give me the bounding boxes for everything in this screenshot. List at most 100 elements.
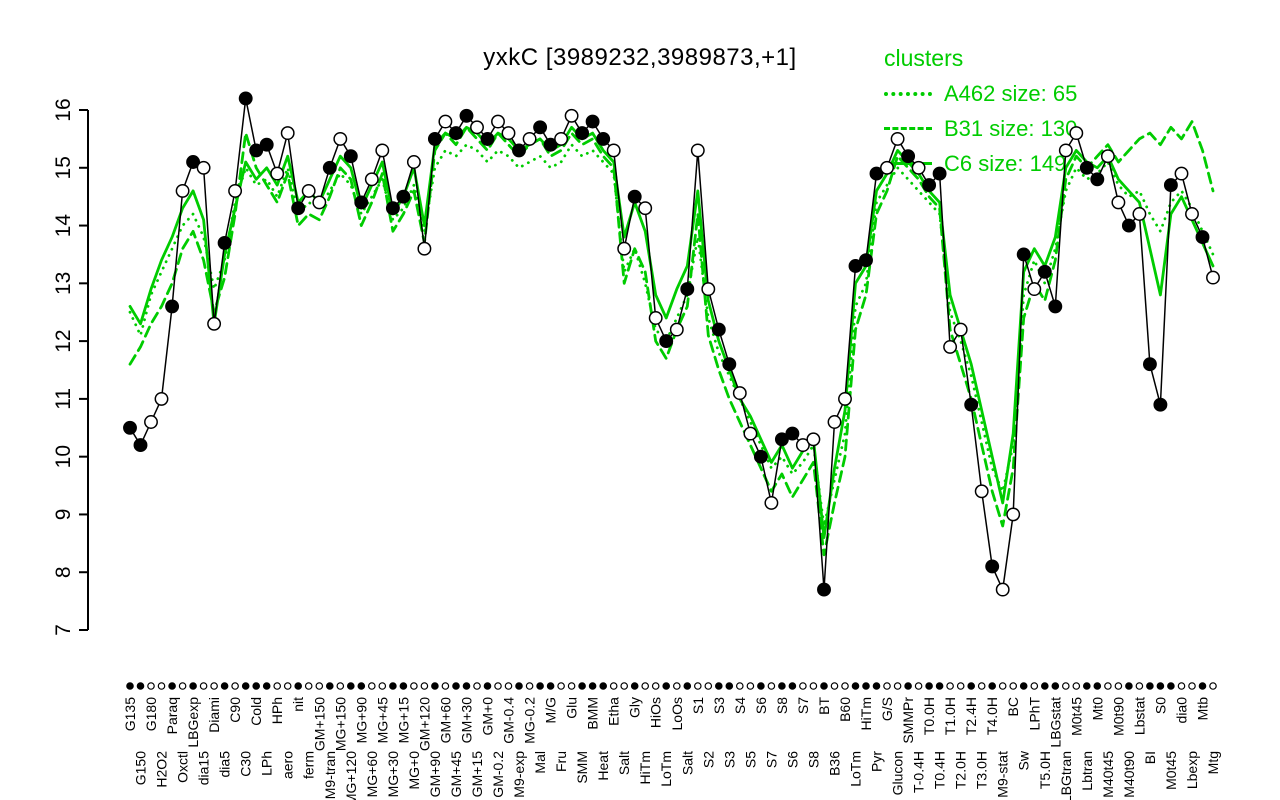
data-point	[543, 137, 558, 152]
axis-point	[1146, 682, 1154, 690]
x-axis-label: Lbexp	[1184, 751, 1200, 789]
axis-point	[1009, 682, 1018, 690]
axis-point	[220, 682, 229, 690]
data-point	[1121, 218, 1136, 233]
y-axis-tick-label: 16	[52, 98, 75, 121]
x-axis-label: Glucon	[890, 751, 906, 795]
x-axis-label: Mal	[532, 751, 548, 774]
data-point	[795, 438, 810, 453]
data-point	[270, 166, 285, 181]
x-axis-label: LBGstat	[1047, 697, 1063, 748]
data-point	[659, 334, 674, 349]
axis-point	[546, 682, 555, 690]
x-axis-label: Salt	[616, 751, 632, 775]
x-axis-label: Heat	[595, 751, 611, 781]
data-point	[669, 322, 684, 337]
data-point	[396, 189, 411, 204]
x-axis-label: Diami	[206, 697, 222, 733]
axis-point	[231, 682, 239, 690]
axis-point	[1125, 682, 1133, 690]
axis-point	[325, 682, 334, 690]
data-point	[312, 195, 327, 210]
data-point	[774, 432, 789, 447]
dashed-line-icon	[884, 127, 932, 130]
x-axis-label: LoTm	[658, 751, 674, 787]
x-axis-label: G/S	[879, 697, 895, 721]
data-point	[291, 201, 306, 216]
axis-point	[147, 682, 155, 690]
data-point	[732, 386, 747, 401]
axis-point	[357, 682, 366, 690]
data-point	[1016, 247, 1031, 262]
data-point	[1153, 397, 1168, 412]
axis-point	[820, 682, 828, 690]
axis-point	[1198, 682, 1207, 690]
x-axis-label: T5.0H	[1037, 751, 1053, 789]
x-axis-label: S4	[732, 697, 748, 714]
x-axis-label: HiTm	[637, 751, 653, 784]
data-point	[217, 235, 232, 250]
axis-point	[757, 682, 765, 690]
x-axis-label: T3.0H	[974, 751, 990, 789]
data-point	[259, 137, 274, 152]
x-axis-label: B60	[837, 697, 853, 722]
data-point	[533, 120, 548, 135]
axis-point	[588, 682, 597, 690]
data-point	[554, 131, 569, 146]
data-point	[470, 120, 484, 135]
axis-point	[399, 682, 408, 690]
data-point	[522, 131, 537, 146]
x-axis-label: MG+60	[364, 751, 380, 798]
axis-point	[988, 682, 997, 690]
data-point	[165, 299, 180, 314]
legend-entry-label: C6 size: 149	[944, 151, 1067, 176]
x-axis-label: Mtg	[1205, 751, 1221, 774]
axis-point	[998, 682, 1007, 690]
data-point	[575, 126, 590, 141]
x-axis-label: Cold	[248, 697, 264, 726]
data-point	[196, 160, 211, 175]
axis-point	[336, 682, 345, 690]
axis-point	[410, 682, 418, 690]
x-axis-label: T2.4H	[963, 697, 979, 735]
axis-point	[557, 682, 565, 690]
axis-point	[1030, 682, 1039, 690]
x-axis-label: MG+120	[343, 751, 359, 800]
x-axis-label: Fru	[553, 751, 569, 772]
x-axis-label: T4.0H	[984, 697, 1000, 735]
axis-point	[346, 682, 355, 690]
x-axis-label: S6	[784, 751, 800, 768]
axis-point	[241, 682, 250, 690]
axis-point	[693, 682, 702, 690]
data-point	[459, 108, 474, 123]
data-point	[364, 172, 379, 187]
data-point	[123, 420, 137, 435]
data-point	[207, 316, 222, 331]
axis-point	[651, 682, 660, 690]
data-point	[627, 189, 642, 204]
x-axis-label: GM-0.4	[501, 697, 517, 744]
x-axis-label: HPh	[269, 697, 285, 724]
data-point	[690, 143, 705, 158]
data-point	[354, 195, 369, 210]
axis-point	[609, 682, 618, 690]
data-point	[711, 322, 726, 337]
x-axis-label: Oxctl	[175, 751, 191, 783]
x-axis-label: B36	[826, 751, 842, 776]
x-axis-label: T0.4H	[932, 751, 948, 789]
axis-point	[157, 682, 166, 690]
axis-point	[830, 682, 839, 690]
axis-point	[536, 682, 544, 690]
axis-point	[893, 682, 902, 690]
data-point	[1111, 195, 1126, 210]
x-axis-label: Gly	[627, 697, 643, 718]
y-axis-tick-label: 7	[52, 624, 75, 636]
x-axis-label: GM+30	[458, 697, 474, 744]
x-axis-label: GM+120	[416, 697, 432, 751]
axis-point	[273, 682, 282, 690]
x-axis-label: MG+150	[332, 697, 348, 751]
x-axis-label: Salt	[679, 751, 695, 775]
axis-point	[304, 682, 313, 690]
axis-point	[862, 682, 870, 690]
data-point	[1206, 270, 1220, 285]
